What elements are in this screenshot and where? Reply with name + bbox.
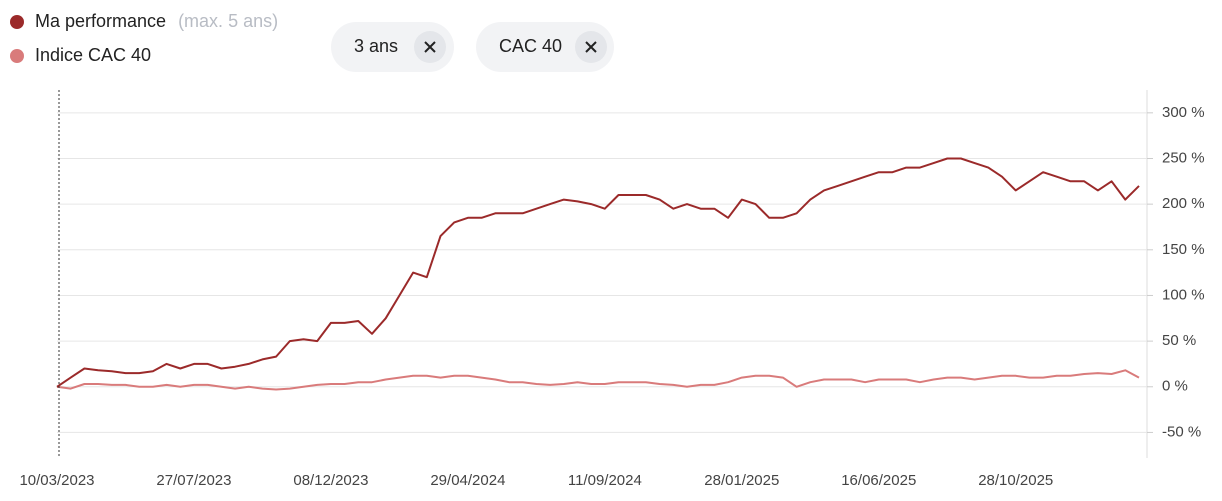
close-icon — [424, 41, 436, 53]
x-tick-label: 11/09/2024 — [568, 472, 642, 489]
y-tick-label: 250 % — [1162, 149, 1205, 166]
legend-note: (max. 5 ans) — [178, 11, 278, 31]
y-tick-label: 100 % — [1162, 286, 1205, 303]
legend-swatch — [10, 15, 24, 29]
y-tick-label: 300 % — [1162, 104, 1205, 121]
series-line — [56, 157, 1140, 388]
x-tick-label: 28/01/2025 — [704, 472, 779, 489]
y-tick-label: 200 % — [1162, 195, 1205, 212]
filter-chip[interactable]: CAC 40 — [476, 22, 614, 72]
series-line — [56, 369, 1140, 391]
close-icon — [585, 41, 597, 53]
filter-chip[interactable]: 3 ans — [331, 22, 454, 72]
chip-label: CAC 40 — [499, 36, 562, 56]
legend: Ma performance (max. 5 ans) Indice CAC 40 — [10, 11, 278, 65]
legend-label: Ma performance — [35, 11, 166, 31]
legend-swatch — [10, 49, 24, 63]
legend-label: Indice CAC 40 — [35, 45, 151, 65]
x-tick-label: 10/03/2023 — [19, 472, 94, 489]
y-tick-label: 0 % — [1162, 378, 1188, 395]
x-tick-label: 16/06/2025 — [841, 472, 916, 489]
y-tick-label: 150 % — [1162, 241, 1205, 258]
x-tick-label: 29/04/2024 — [430, 472, 505, 489]
chip-bg — [476, 22, 614, 72]
y-tick-label: 50 % — [1162, 332, 1196, 349]
chip-label: 3 ans — [354, 36, 398, 56]
x-tick-label: 28/10/2025 — [978, 472, 1053, 489]
y-tick-label: -50 % — [1162, 423, 1201, 440]
x-tick-label: 27/07/2023 — [156, 472, 231, 489]
x-tick-label: 08/12/2023 — [293, 472, 368, 489]
